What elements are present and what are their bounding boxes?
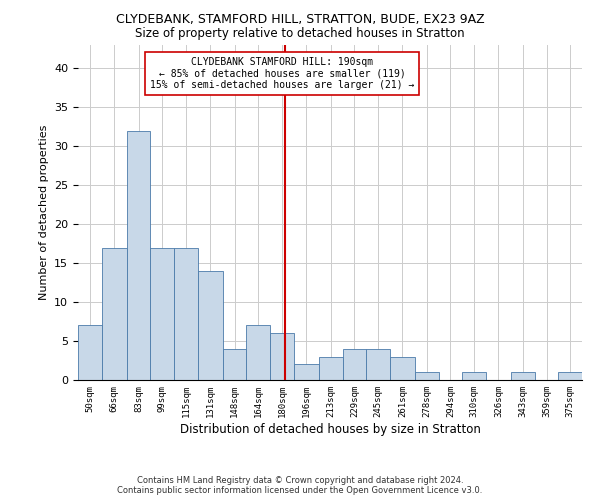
Bar [78,326,101,380]
Text: Size of property relative to detached houses in Stratton: Size of property relative to detached ho… [135,28,465,40]
Bar [151,248,174,380]
Bar [415,372,439,380]
Bar [101,248,127,380]
Text: CLYDEBANK, STAMFORD HILL, STRATTON, BUDE, EX23 9AZ: CLYDEBANK, STAMFORD HILL, STRATTON, BUDE… [116,12,484,26]
Bar [247,326,270,380]
Bar [174,248,198,380]
Bar [319,356,343,380]
Y-axis label: Number of detached properties: Number of detached properties [38,125,49,300]
Bar [390,356,415,380]
Text: CLYDEBANK STAMFORD HILL: 190sqm
← 85% of detached houses are smaller (119)
15% o: CLYDEBANK STAMFORD HILL: 190sqm ← 85% of… [150,56,414,90]
Bar [343,349,366,380]
Bar [223,349,247,380]
Bar [366,349,390,380]
X-axis label: Distribution of detached houses by size in Stratton: Distribution of detached houses by size … [179,422,481,436]
Text: Contains HM Land Registry data © Crown copyright and database right 2024.
Contai: Contains HM Land Registry data © Crown c… [118,476,482,495]
Bar [559,372,582,380]
Bar [198,271,223,380]
Bar [462,372,486,380]
Bar [294,364,319,380]
Bar [511,372,535,380]
Bar [127,130,151,380]
Bar [270,334,294,380]
